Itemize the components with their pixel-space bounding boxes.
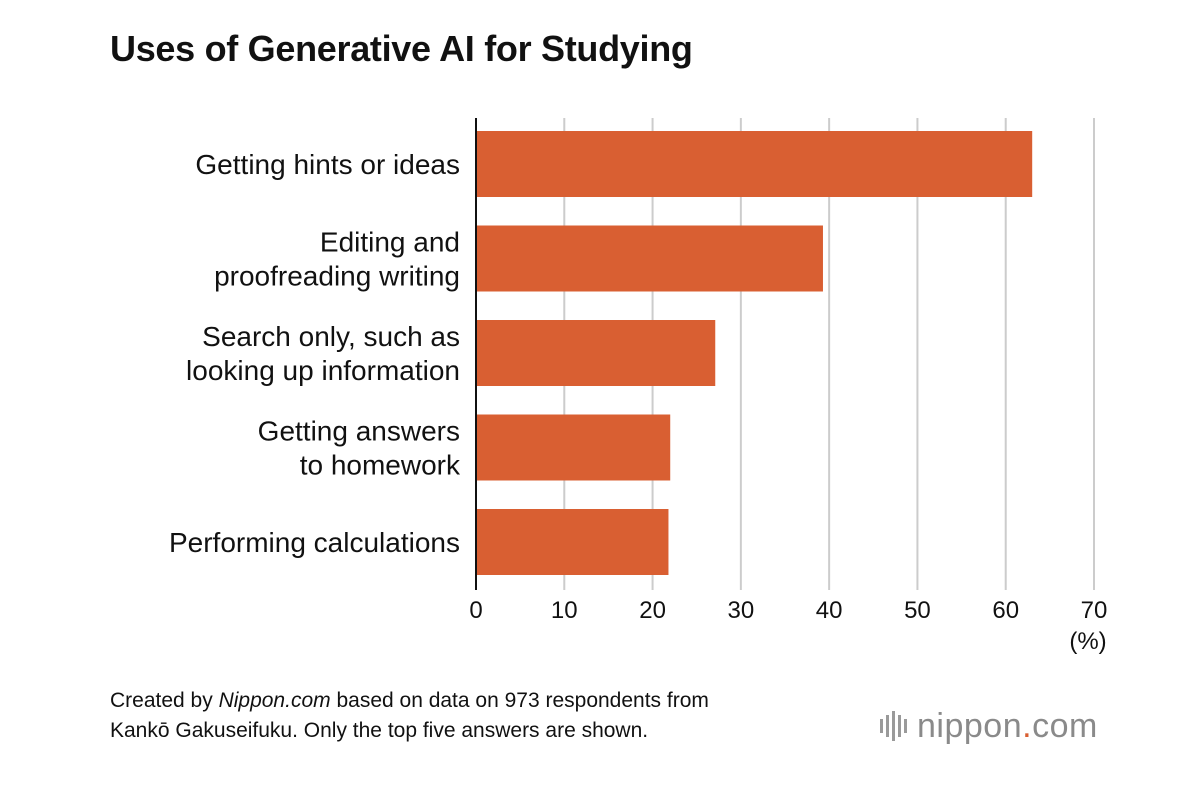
- category-label-line: to homework: [300, 450, 461, 481]
- bar: [477, 414, 671, 481]
- nippon-logo: nippon. com: [880, 704, 1098, 748]
- source-footnote: Created by Nippon.com based on data on 9…: [110, 686, 709, 746]
- chart-title: Uses of Generative AI for Studying: [110, 28, 693, 69]
- logo-bars-icon: [880, 711, 907, 741]
- category-label-line: proofreading writing: [214, 261, 460, 292]
- x-tick-label: 10: [551, 597, 578, 624]
- bar: [477, 225, 823, 292]
- category-label-line: Editing and: [320, 227, 460, 258]
- category-label-line: Performing calculations: [169, 527, 460, 558]
- logo-name: nippon: [917, 706, 1023, 745]
- bar: [477, 320, 716, 386]
- category-label: Getting hints or ideas: [195, 149, 460, 180]
- x-tick-label: 20: [639, 597, 666, 624]
- footnote-prefix: Created by: [110, 689, 219, 712]
- x-tick-label: 50: [904, 597, 931, 624]
- x-tick-label: 0: [469, 597, 482, 624]
- category-label: Search only, such as looking up informati…: [186, 321, 460, 386]
- x-tick-label: 60: [992, 597, 1019, 624]
- logo-dot: .: [1022, 706, 1033, 745]
- category-label: Getting answers to homework: [258, 416, 461, 481]
- x-tick-labels: 0 10 20 30 40 50 60 70: [469, 597, 1107, 624]
- category-label: Editing and proofreading writing: [214, 227, 460, 292]
- x-tick-label: 30: [728, 597, 755, 624]
- bar: [477, 131, 1033, 197]
- bar: [477, 509, 669, 575]
- footnote-line-2: Kankō Gakuseifuku. Only the top five ans…: [110, 719, 649, 742]
- category-label-line: Getting hints or ideas: [195, 149, 460, 180]
- x-tick-label: 40: [816, 597, 843, 624]
- category-labels: Getting hints or ideas Editing and proofre…: [169, 149, 461, 558]
- x-tick-label: 70: [1081, 597, 1108, 624]
- category-label-line: Search only, such as: [202, 321, 460, 352]
- footnote-source-name: Nippon.com: [218, 689, 331, 712]
- x-unit-label: (%): [1069, 628, 1106, 655]
- category-label-line: Getting answers: [258, 416, 460, 447]
- category-label-line: looking up information: [186, 355, 460, 386]
- footnote-line-1: Created by Nippon.com based on data on 9…: [110, 686, 709, 716]
- category-label: Performing calculations: [169, 527, 460, 558]
- logo-tld: com: [1032, 706, 1098, 745]
- footnote-suffix: based on data on 973 respondents from: [330, 689, 709, 712]
- bars: [477, 131, 1033, 575]
- bar-chart: Getting hints or ideas Editing and proofre…: [169, 118, 1107, 655]
